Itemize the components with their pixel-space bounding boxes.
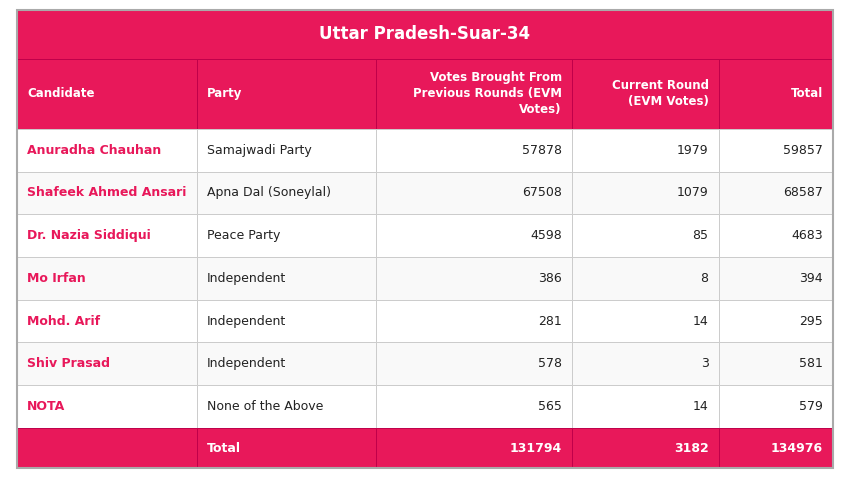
Text: Shiv Prasad: Shiv Prasad [27,358,110,370]
Bar [17,385,196,428]
Text: Dr. Nazia Siddiqui: Dr. Nazia Siddiqui [27,229,151,242]
Text: 295: 295 [799,315,823,327]
Text: Mo Irfan: Mo Irfan [27,272,86,285]
Bar [17,214,196,257]
Bar [196,214,376,257]
Text: 4598: 4598 [530,229,562,242]
Bar [196,300,376,342]
Text: Uttar Pradesh-Suar-34: Uttar Pradesh-Suar-34 [320,25,530,43]
Bar [376,59,572,129]
Bar [719,428,833,468]
Text: 565: 565 [538,400,562,413]
Bar [719,342,833,385]
Bar [376,342,572,385]
Bar [376,129,572,172]
Bar [17,428,196,468]
Bar [196,257,376,300]
Text: 3182: 3182 [674,442,709,455]
Bar [719,59,833,129]
Bar [196,428,376,468]
Bar [17,172,196,214]
Text: 281: 281 [538,315,562,327]
Bar [572,214,719,257]
Text: 14: 14 [693,315,709,327]
Bar [17,59,196,129]
Text: None of the Above: None of the Above [207,400,323,413]
Text: Independent: Independent [207,272,286,285]
Bar [17,129,196,172]
Bar [196,342,376,385]
Text: Shafeek Ahmed Ansari: Shafeek Ahmed Ansari [27,186,187,199]
Bar [17,300,196,342]
Text: Anuradha Chauhan: Anuradha Chauhan [27,144,162,157]
Text: 8: 8 [700,272,709,285]
Bar [719,214,833,257]
Bar [196,129,376,172]
Bar [719,172,833,214]
Text: 1079: 1079 [677,186,709,199]
Text: 3: 3 [700,358,709,370]
Text: Votes Brought From
Previous Rounds (EVM
Votes): Votes Brought From Previous Rounds (EVM … [413,71,562,117]
Text: 67508: 67508 [522,186,562,199]
Text: 394: 394 [799,272,823,285]
Bar [572,428,719,468]
Text: 581: 581 [799,358,823,370]
Text: 579: 579 [799,400,823,413]
Text: Total: Total [207,442,241,455]
Bar [17,342,196,385]
Bar [572,59,719,129]
Bar [719,257,833,300]
Bar [17,10,833,59]
Text: 134976: 134976 [771,442,823,455]
Text: 386: 386 [538,272,562,285]
Bar [376,385,572,428]
Bar [376,257,572,300]
Text: 4683: 4683 [791,229,823,242]
Bar [719,385,833,428]
Text: NOTA: NOTA [27,400,65,413]
Text: 85: 85 [693,229,709,242]
Text: 14: 14 [693,400,709,413]
Bar [376,428,572,468]
Bar [376,214,572,257]
Bar [719,129,833,172]
Bar [196,172,376,214]
Text: Peace Party: Peace Party [207,229,280,242]
Text: 131794: 131794 [509,442,562,455]
Text: Total: Total [790,87,823,100]
Bar [572,342,719,385]
Text: Mohd. Arif: Mohd. Arif [27,315,100,327]
Text: Independent: Independent [207,358,286,370]
Text: Current Round
(EVM Votes): Current Round (EVM Votes) [611,79,709,109]
Text: 57878: 57878 [522,144,562,157]
Text: 578: 578 [538,358,562,370]
Bar [376,172,572,214]
Bar [572,385,719,428]
Bar [572,300,719,342]
Text: Samajwadi Party: Samajwadi Party [207,144,311,157]
Text: 1979: 1979 [677,144,709,157]
Bar [196,59,376,129]
Text: Party: Party [207,87,242,100]
Text: Apna Dal (Soneylal): Apna Dal (Soneylal) [207,186,331,199]
Bar [17,257,196,300]
Bar [572,257,719,300]
Bar [572,129,719,172]
Bar [376,300,572,342]
Text: Independent: Independent [207,315,286,327]
Bar [572,172,719,214]
Text: 59857: 59857 [783,144,823,157]
Text: Candidate: Candidate [27,87,94,100]
Text: 68587: 68587 [783,186,823,199]
Bar [719,300,833,342]
Bar [196,385,376,428]
